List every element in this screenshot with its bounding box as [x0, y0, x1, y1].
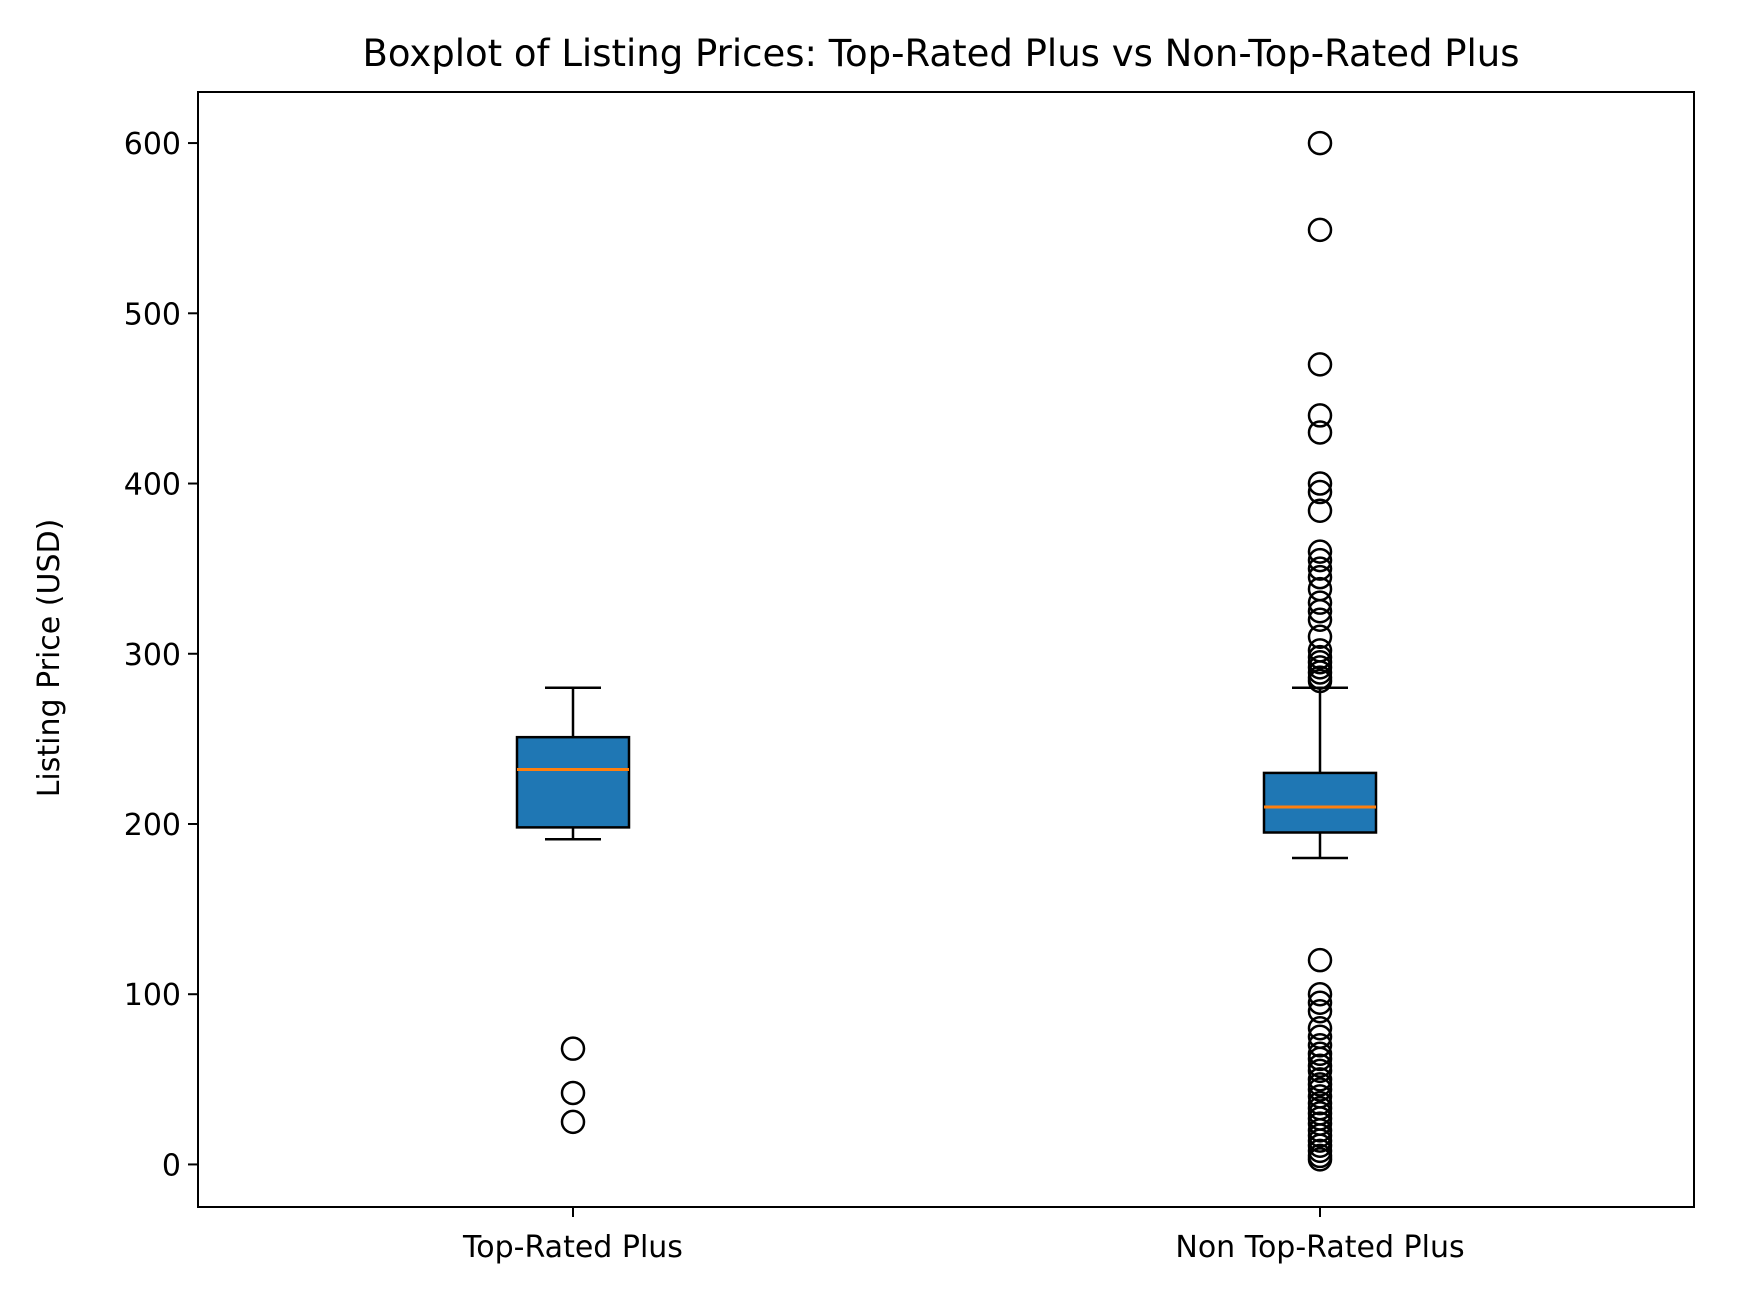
outlier-point [562, 1082, 584, 1104]
y-tick-label: 100 [124, 978, 181, 1013]
y-tick-label: 300 [124, 638, 181, 673]
y-tick-label: 400 [124, 468, 181, 503]
outlier-point [1309, 626, 1331, 648]
chart-title: Boxplot of Listing Prices: Top-Rated Plu… [362, 32, 1519, 75]
plot-frame [198, 92, 1694, 1207]
y-tick-label: 600 [124, 127, 181, 162]
outlier-point [562, 1111, 584, 1133]
y-tick-label: 200 [124, 808, 181, 843]
outlier-point [1309, 353, 1331, 375]
outlier-point [562, 1038, 584, 1060]
outlier-point [1309, 421, 1331, 443]
box-iqr [517, 737, 629, 827]
y-tick-label: 0 [162, 1148, 181, 1183]
outlier-point [1309, 219, 1331, 241]
y-tick-label: 500 [124, 297, 181, 332]
x-tick-label: Non Top-Rated Plus [1175, 1230, 1464, 1265]
outlier-point [1309, 949, 1331, 971]
plot-area: 0 100 200 300 400 500 600 Top-Rated Plus Non Top… [124, 127, 1465, 1265]
x-tick-label: Top-Rated Plus [462, 1230, 683, 1265]
box-iqr [1264, 773, 1376, 833]
outlier-point [1309, 132, 1331, 154]
y-axis-label: Listing Price (USD) [32, 519, 67, 798]
